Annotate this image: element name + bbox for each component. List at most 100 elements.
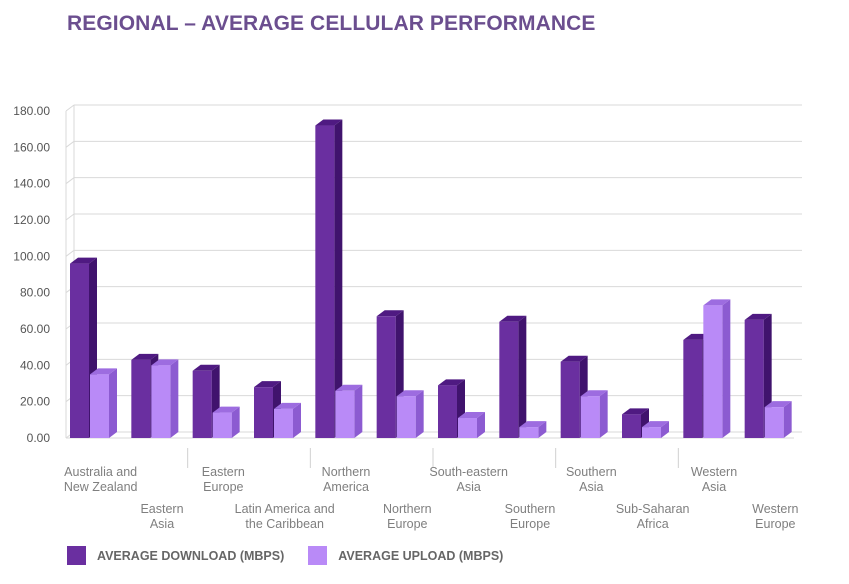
upload-bar-front [151,365,170,438]
y-tick-label: 20.00 [20,395,50,409]
legend-swatch-download [67,546,86,565]
upload-bar-front [642,427,661,438]
y-tick-label: 140.00 [13,177,50,191]
x-category-label-line: Europe [510,517,550,531]
upload-bar-front [765,407,784,438]
upload-bar [703,299,730,438]
x-category-label: Sub-Saharan Africa [616,502,690,531]
x-category-label-line: Sub-Saharan [616,502,690,516]
gridline-depth [66,141,74,147]
y-tick-label: 80.00 [20,286,50,300]
x-category-label-line: Europe [387,517,427,531]
x-category-label: Western Asia [691,465,737,494]
x-category-label-line: Western [752,502,798,516]
x-category-label-line: Europe [203,480,243,494]
download-bar-side [518,316,526,438]
upload-bar-front [335,391,354,438]
upload-bar-side [170,359,178,438]
x-category-label-line: Australia and [64,465,137,479]
upload-bar [213,407,240,438]
x-category-label-line: Asia [150,517,174,531]
legend-label-upload: AVERAGE UPLOAD (MBPS) [338,549,503,563]
legend-item-download: AVERAGE DOWNLOAD (MBPS) [67,546,284,565]
upload-bar-front [519,427,538,438]
legend-swatch-upload [308,546,327,565]
x-category-label-line: Asia [579,480,603,494]
y-tick-label: 60.00 [20,322,50,336]
x-category-label: Eastern Asia [140,502,183,531]
x-category-label-line: Latin America and [235,502,335,516]
y-tick-label: 100.00 [13,249,50,263]
upload-bar-side [109,368,117,438]
x-category-label-line: Northern [322,465,371,479]
x-category-label: Southern Asia [566,465,617,494]
x-category-label: Northern America [322,465,371,494]
download-bar-front [70,264,89,438]
upload-bar-side [293,403,301,438]
gridline-depth [66,214,74,220]
download-bar-front [622,414,641,438]
download-bar-front [683,340,702,438]
y-tick-label: 160.00 [13,140,50,154]
download-bar-front [377,316,396,438]
x-category-label: Latin America and the Caribbean [235,502,335,531]
gridline-depth [66,105,74,111]
x-category-label-line: the Caribbean [245,517,324,531]
x-category-label: Western Europe [752,502,798,531]
x-category-label-line: Western [691,465,737,479]
legend-label-download: AVERAGE DOWNLOAD (MBPS) [97,549,284,563]
x-category-label-line: Northern [383,502,432,516]
legend-item-upload: AVERAGE UPLOAD (MBPS) [308,546,503,565]
upload-bar [90,368,117,438]
download-bar-front [131,360,150,438]
upload-bar-side [722,299,730,438]
x-category-label-line: Asia [457,480,481,494]
bar-chart: 0.00 20.00 40.00 60.00 80.00 100.00 120.00 140.… [0,0,849,545]
upload-bar [274,403,301,438]
x-category-label: Northern Europe [383,502,432,531]
upload-bar-front [274,409,293,438]
x-category-label-line: Eastern [202,465,245,479]
download-bar-front [499,322,518,438]
download-bar [499,316,526,438]
x-category-label-line: South-eastern [429,465,508,479]
upload-bar [335,385,362,438]
upload-bar [765,401,792,438]
upload-bar [151,359,178,438]
upload-bar [397,390,424,438]
x-category-label: South-eastern Asia [429,465,508,494]
x-category-label-line: Asia [702,480,726,494]
x-category-label-line: Southern [566,465,617,479]
upload-bar-side [416,390,424,438]
x-category-label-line: Southern [505,502,556,516]
download-bar-front [438,385,457,438]
x-category-label: Eastern Europe [202,465,245,494]
upload-bar-front [213,413,232,438]
upload-bar [581,390,608,438]
download-bar-front [561,362,580,438]
y-tick-label: 180.00 [13,104,50,118]
y-tick-label: 120.00 [13,213,50,227]
upload-bar-side [784,401,792,438]
upload-bar-front [397,396,416,438]
download-bar-front [315,126,334,438]
upload-bar-front [703,305,722,438]
bars [70,120,792,438]
x-category-label-line: America [323,480,369,494]
download-bar-front [254,387,273,438]
x-category-label-line: Africa [637,517,669,531]
upload-bar-front [581,396,600,438]
x-category-label-line: Eastern [140,502,183,516]
download-bar-front [193,371,212,438]
upload-bar-side [354,385,362,438]
download-bar-front [745,320,764,438]
y-tick-label: 0.00 [27,431,51,445]
x-category-label: Australia and New Zealand [64,465,138,494]
legend: AVERAGE DOWNLOAD (MBPS) AVERAGE UPLOAD (… [67,546,527,565]
y-axis: 0.00 20.00 40.00 60.00 80.00 100.00 120.00 140.… [13,104,50,445]
gridline-depth [66,178,74,184]
x-category-label: Southern Europe [505,502,556,531]
upload-bar [458,412,485,438]
upload-bar-side [600,390,608,438]
